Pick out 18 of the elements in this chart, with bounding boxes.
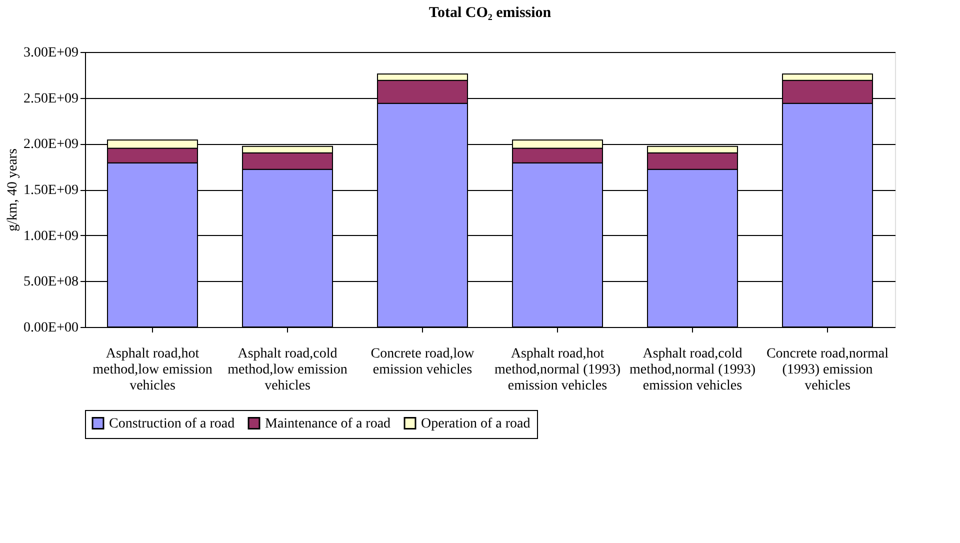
x-tick-label: Asphalt road,hot method,normal (1993) emission vehicles: [494, 346, 621, 394]
x-tick-label: Asphalt road,cold method,normal (1993) emission vehicles: [630, 346, 756, 394]
x-tick-label: Asphalt road,cold method,low emission vehicles: [228, 346, 348, 394]
y-tick-label: 2.00E+09: [24, 137, 78, 152]
y-tick-label: 3.00E+09: [24, 46, 78, 60]
legend-label: Construction of a road: [109, 416, 235, 432]
y-tick-label: 5.00E+08: [24, 274, 78, 290]
legend-label: Maintenance of a road: [265, 416, 391, 432]
x-tick-label: Concrete road,low emission vehicles: [370, 346, 476, 378]
y-axis-title: g/km, 40 years: [6, 148, 21, 232]
x-tick-label: Concrete road,normal (1993) emission vehicles: [766, 346, 889, 394]
y-tick-label: 1.00E+09: [24, 228, 78, 244]
x-tick-label: Asphalt road,hot method,low emission vehicles: [92, 346, 212, 394]
y-tick-label: 1.50E+09: [24, 183, 78, 198]
legend-label: Operation of a road: [421, 416, 530, 432]
y-tick-label: 2.50E+09: [24, 91, 78, 106]
chart-title: Total CO₂ emission: [428, 5, 552, 21]
y-tick-label: 0.00E+00: [24, 320, 78, 336]
